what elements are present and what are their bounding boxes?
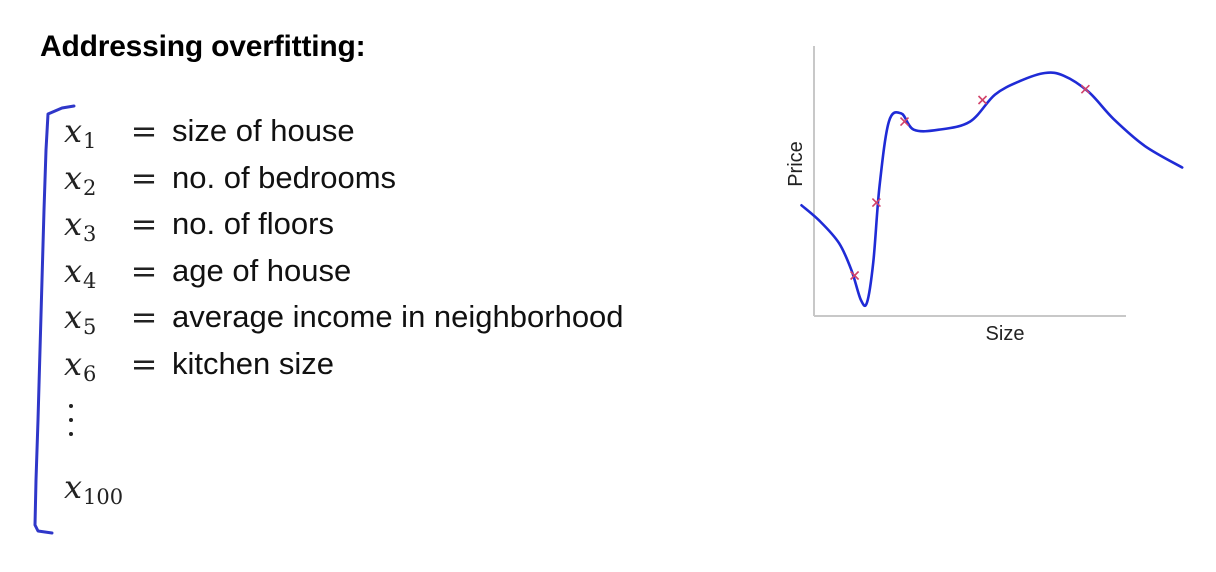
ellipsis-dot — [69, 432, 73, 436]
equals-sign: = — [130, 158, 158, 197]
feature-description: average income in neighborhood — [172, 299, 624, 335]
x-axis-label: Size — [986, 323, 1025, 345]
feature-description: age of house — [172, 252, 352, 288]
feature-variable: x1 — [64, 112, 97, 154]
ellipsis-dot — [69, 418, 73, 422]
curve-layer — [800, 71, 1184, 308]
equals-sign: = — [130, 112, 158, 151]
vertical-ellipsis — [66, 404, 76, 446]
feature-row-x1: x1 = size of house — [64, 108, 764, 155]
equals-sign: = — [130, 251, 158, 290]
feature-description: kitchen size — [172, 345, 334, 381]
equals-sign: = — [130, 298, 158, 337]
feature-list: x1 = size of house x2 = no. of bedrooms … — [64, 108, 764, 387]
slide-title: Addressing overfitting: — [40, 30, 366, 63]
overfit-chart: Price Size — [785, 46, 1184, 345]
feature-variable: x5 — [64, 298, 97, 340]
feature-variable-x100: x100 — [64, 468, 124, 509]
data-point-marker — [899, 117, 910, 127]
feature-row-x4: x4 = age of house — [64, 248, 764, 295]
ellipsis-dot — [69, 404, 73, 408]
data-point-marker — [871, 198, 881, 208]
feature-variable: x2 — [64, 158, 97, 200]
feature-variable: x3 — [64, 205, 97, 247]
equals-sign: = — [130, 344, 158, 383]
data-point-marker — [977, 95, 988, 105]
points-layer — [850, 84, 1090, 281]
feature-variable: x6 — [64, 344, 97, 386]
feature-description: size of house — [172, 113, 355, 149]
feature-description: no. of floors — [172, 206, 334, 242]
feature-description: no. of bedrooms — [172, 159, 397, 195]
feature-row-x3: x3 = no. of floors — [64, 201, 764, 248]
equals-sign: = — [130, 205, 158, 244]
y-axis-label: Price — [785, 141, 807, 187]
feature-row-x5: x5 = average income in neighborhood — [64, 294, 764, 341]
data-point-marker — [850, 270, 860, 281]
data-point-marker — [1080, 84, 1090, 94]
feature-variable: x4 — [64, 251, 97, 293]
fit-curve — [800, 71, 1184, 308]
feature-row-x6: x6 = kitchen size — [64, 341, 764, 388]
feature-row-x2: x2 = no. of bedrooms — [64, 155, 764, 202]
